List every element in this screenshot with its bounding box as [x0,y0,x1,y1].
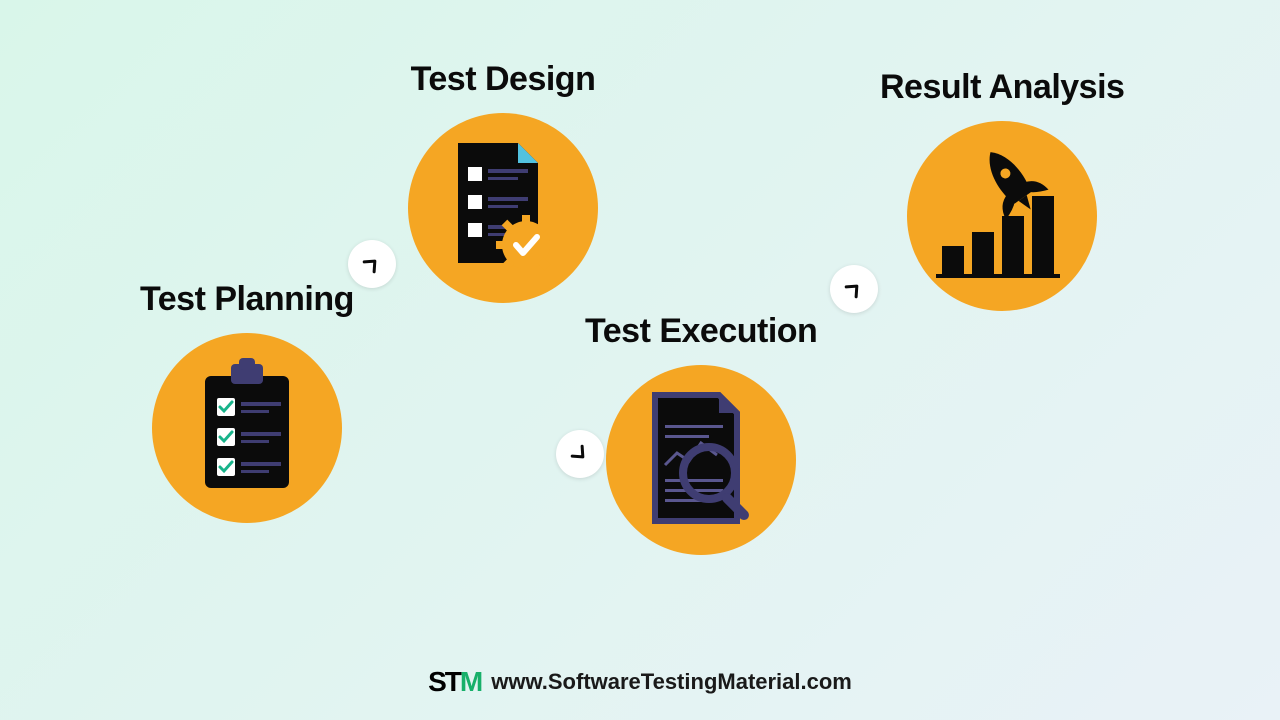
logo-letter-t: T [445,666,460,698]
logo-letter-s: S [428,666,445,698]
step-test-planning: Test Planning [140,280,354,523]
footer: STM www.SoftwareTestingMaterial.com [428,672,852,692]
arrow-badge [830,265,878,313]
arrow-badge [348,240,396,288]
clipboard-check-icon [187,358,307,498]
step-circle [152,333,342,523]
rocket-bars-icon [922,136,1082,296]
chevron-right-icon [358,250,386,278]
step-title: Test Planning [140,280,354,319]
logo-letter-m: M [460,666,481,698]
step-title: Test Design [411,60,596,99]
step-circle [907,121,1097,311]
chevron-right-icon [840,275,868,303]
process-diagram: Test Planning [0,0,1280,720]
step-title: Result Analysis [880,68,1124,107]
doc-magnify-icon [631,385,771,535]
step-circle [408,113,598,303]
footer-url: www.SoftwareTestingMaterial.com [491,669,852,695]
logo-stm: STM [428,666,481,698]
chevron-right-icon [566,440,594,468]
step-circle [606,365,796,555]
step-title: Test Execution [585,312,817,351]
doc-gear-icon [438,133,568,283]
step-test-design: Test Design [408,60,598,303]
step-test-execution: Test Execution [585,312,817,555]
step-result-analysis: Result Analysis [880,68,1124,311]
arrow-badge [556,430,604,478]
